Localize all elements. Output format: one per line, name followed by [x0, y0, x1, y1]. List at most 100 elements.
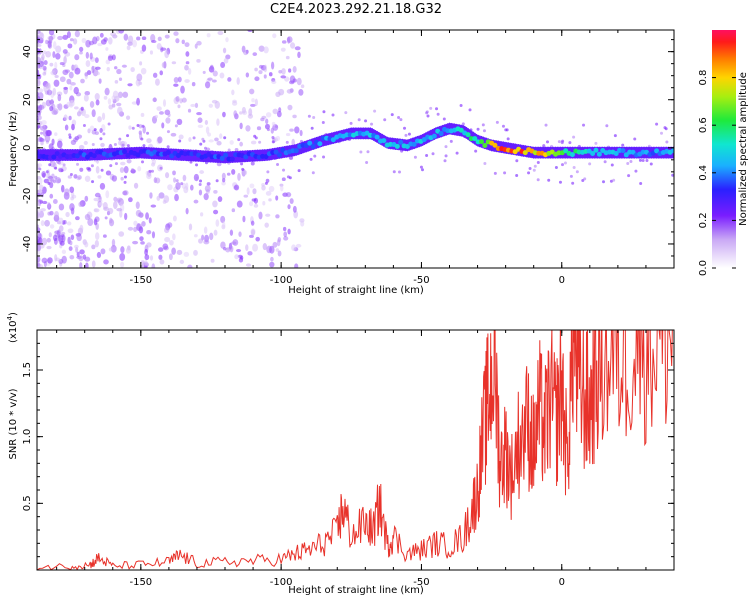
spectrogram-x-tick-label: 0: [559, 275, 565, 286]
spectrogram-noise-point: [91, 260, 96, 268]
spectrogram-halo-point: [102, 132, 106, 136]
spectrogram-noise-point: [57, 94, 62, 102]
spectrogram-halo-point: [227, 148, 231, 152]
spectrogram-noise-point: [80, 78, 85, 84]
spectrogram-noise-point: [150, 204, 157, 208]
spectrogram-halo-point: [148, 169, 152, 173]
spectrogram-noise-point: [268, 198, 272, 202]
spectrogram-noise-point: [67, 228, 74, 234]
spectrogram-noise-point: [58, 203, 65, 211]
spectrogram-halo-point: [476, 127, 480, 131]
spectrogram-ridge-core: [478, 139, 484, 145]
spectrogram-noise-point: [85, 39, 91, 48]
spectrogram-noise-point: [140, 241, 145, 245]
spectrogram-noise-point: [70, 139, 77, 146]
spectrogram-halo-point: [166, 145, 170, 149]
spectrogram-noise-point: [198, 189, 203, 196]
spectrogram-halo-point: [264, 181, 268, 185]
spectrogram-noise-point: [94, 232, 100, 241]
spectrogram-noise-point: [165, 117, 171, 124]
spectrogram-noise-point: [37, 224, 40, 229]
spectrogram-noise-point: [41, 257, 48, 264]
spectrogram-noise-point: [265, 118, 269, 125]
spectrogram-ridge-core: [223, 152, 229, 158]
spectrogram-noise-point: [258, 70, 263, 75]
spectrogram-halo-point: [554, 165, 558, 169]
spectrogram-halo-point: [313, 154, 317, 158]
spectrogram-noise-point: [287, 36, 291, 44]
spectrogram-halo-point: [62, 163, 66, 167]
spectrogram-halo-point: [364, 119, 368, 123]
spectrogram-halo-point: [515, 174, 519, 178]
spectrogram-ridge-core: [135, 152, 141, 158]
spectrogram-halo-point: [536, 161, 540, 165]
spectrogram-noise-point: [287, 204, 291, 210]
spectrogram-halo-point: [404, 133, 408, 137]
colorbar-tick-label: 0.8: [698, 70, 709, 86]
spectrogram-noise-point: [37, 43, 42, 48]
spectrogram-noise-point: [146, 172, 152, 180]
spectrogram-halo-point: [93, 128, 97, 132]
spectrogram-noise-point: [62, 49, 68, 54]
spectrogram-noise-point: [40, 208, 46, 212]
spectrogram-halo-point: [583, 177, 587, 181]
spectrogram-noise-point: [227, 77, 232, 82]
spectrogram-noise-point: [164, 50, 170, 59]
colorbar-tick-label: 0.2: [698, 212, 709, 228]
spectrogram-noise-point: [87, 218, 94, 226]
spectrogram-noise-point: [239, 141, 244, 147]
spectrogram-x-axis-label: Height of straight line (km): [288, 285, 424, 296]
spectrogram-halo-point: [159, 166, 163, 170]
spectrogram-noise-point: [271, 121, 276, 126]
spectrogram-noise-point: [69, 254, 75, 260]
spectrogram-noise-point: [74, 67, 81, 75]
spectrogram-noise-point: [185, 207, 189, 215]
spectrogram-noise-point: [52, 87, 57, 96]
spectrogram-noise-point: [181, 97, 187, 103]
spectrogram-halo-point: [503, 171, 507, 175]
spectrogram-halo-point: [312, 115, 316, 119]
spectrogram-noise-point: [251, 98, 255, 103]
spectrogram-halo-point: [546, 140, 550, 144]
spectrogram-halo-point: [461, 122, 465, 126]
spectrogram-noise-point: [264, 222, 269, 228]
spectrogram-noise-point: [292, 66, 297, 73]
spectrogram-noise-point: [102, 234, 107, 238]
spectrogram-halo-point: [493, 171, 497, 175]
spectrogram-noise-point: [37, 177, 43, 186]
spectrogram-ridge-core: [623, 152, 629, 158]
spectrogram-halo-point: [425, 153, 429, 157]
spectrogram-noise-point: [221, 172, 226, 180]
spectrogram-noise-point: [222, 111, 226, 118]
spectrogram-halo-point: [629, 160, 633, 164]
spectrogram-noise-point: [295, 243, 302, 248]
spectrogram-noise-point: [176, 249, 183, 255]
spectrogram-ridge-core: [492, 142, 498, 148]
spectrogram-noise-point: [193, 249, 198, 256]
spectrogram-noise-point: [65, 211, 70, 218]
spectrogram-noise-point: [268, 185, 275, 193]
spectrogram-ridge-core: [522, 150, 528, 156]
spectrogram-ridge-core: [219, 155, 225, 161]
spectrogram-halo-point: [309, 157, 313, 161]
spectrogram-noise-point: [73, 38, 78, 45]
spectrogram-noise-point: [61, 255, 67, 264]
spectrogram-halo-point: [344, 111, 348, 115]
spectrogram-ridge-core: [54, 151, 60, 157]
spectrogram-noise-point: [132, 240, 139, 245]
spectrogram-noise-point: [260, 117, 265, 122]
spectrogram-halo-point: [397, 115, 401, 119]
spectrogram-halo-point: [349, 121, 353, 125]
spectrogram-noise-point: [64, 188, 70, 196]
spectrogram-noise-point: [122, 190, 128, 196]
spectrogram-noise-point: [123, 33, 129, 41]
spectrogram-halo-point: [407, 132, 411, 136]
spectrogram-halo-point: [38, 167, 42, 171]
spectrogram-noise-point: [292, 114, 297, 119]
spectrogram-noise-point: [272, 241, 278, 248]
spectrogram-noise-point: [140, 112, 145, 118]
spectrogram-noise-point: [116, 197, 123, 201]
spectrogram-halo-point: [532, 168, 536, 172]
spectrogram-noise-point: [121, 64, 127, 68]
spectrogram-noise-point: [45, 99, 52, 107]
